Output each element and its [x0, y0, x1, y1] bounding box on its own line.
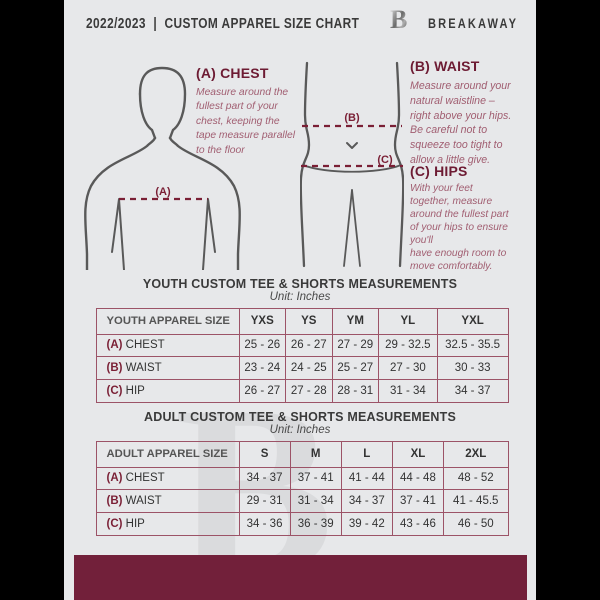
svg-text:(A): (A) — [155, 186, 171, 198]
svg-text:(C): (C) — [377, 154, 393, 166]
svg-text:(B): (B) — [344, 112, 360, 124]
svg-text:B: B — [390, 8, 407, 34]
